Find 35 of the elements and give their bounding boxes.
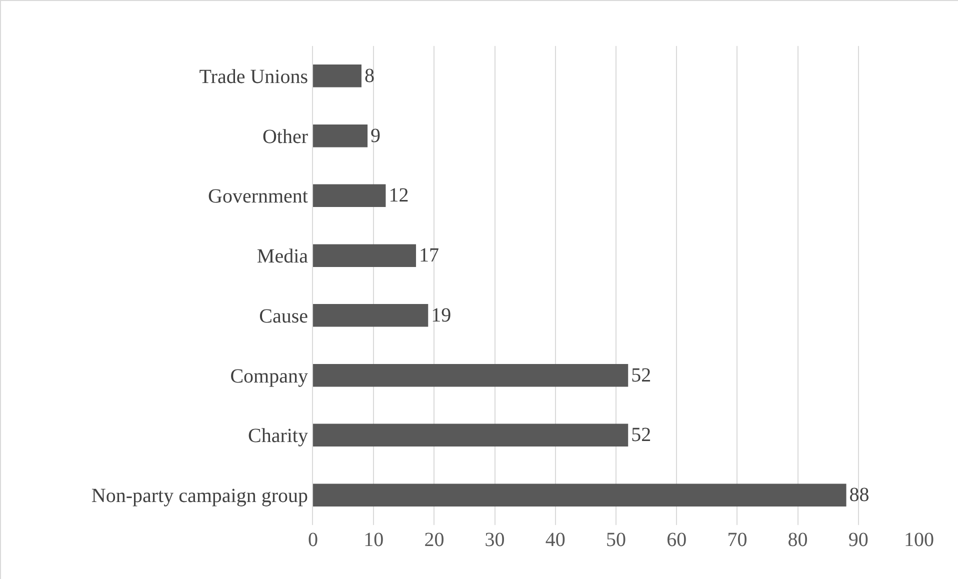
data-label: 17 [419, 244, 440, 267]
y-tick-label: Non-party campaign group [91, 485, 308, 508]
data-label: 8 [364, 64, 374, 87]
bar [313, 364, 628, 387]
bar [313, 184, 386, 208]
x-tick-label: 70 [727, 529, 748, 551]
x-tick-label: 80 [788, 529, 808, 551]
bar [313, 64, 362, 88]
data-label: 88 [849, 484, 870, 506]
bar [313, 304, 428, 327]
y-tick-label: Government [208, 186, 308, 208]
y-tick-label: Trade Unions [199, 66, 308, 88]
x-tick-label: 10 [364, 529, 384, 551]
x-tick-label: 20 [424, 529, 444, 551]
x-tick-label: 100 [904, 529, 934, 551]
data-label: 52 [631, 364, 652, 386]
x-tick-label: 90 [848, 529, 868, 551]
x-tick-label: 50 [606, 529, 626, 551]
y-tick-label: Media [256, 246, 308, 268]
bar [313, 244, 416, 267]
data-label: 12 [388, 184, 409, 207]
data-label: 9 [370, 124, 381, 147]
bar [313, 124, 368, 148]
y-tick-label: Company [230, 365, 308, 388]
data-label: 19 [431, 304, 452, 326]
x-tick-label: 40 [545, 529, 566, 551]
y-tick-label: Cause [259, 305, 308, 328]
bar [313, 484, 846, 506]
y-tick-label: Other [262, 126, 308, 148]
data-label: 52 [631, 424, 652, 446]
y-tick-label: Charity [248, 425, 308, 448]
x-tick-label: 0 [308, 529, 318, 551]
x-tick-label: 30 [484, 529, 505, 551]
bar [313, 424, 628, 447]
x-tick-label: 60 [666, 529, 687, 551]
